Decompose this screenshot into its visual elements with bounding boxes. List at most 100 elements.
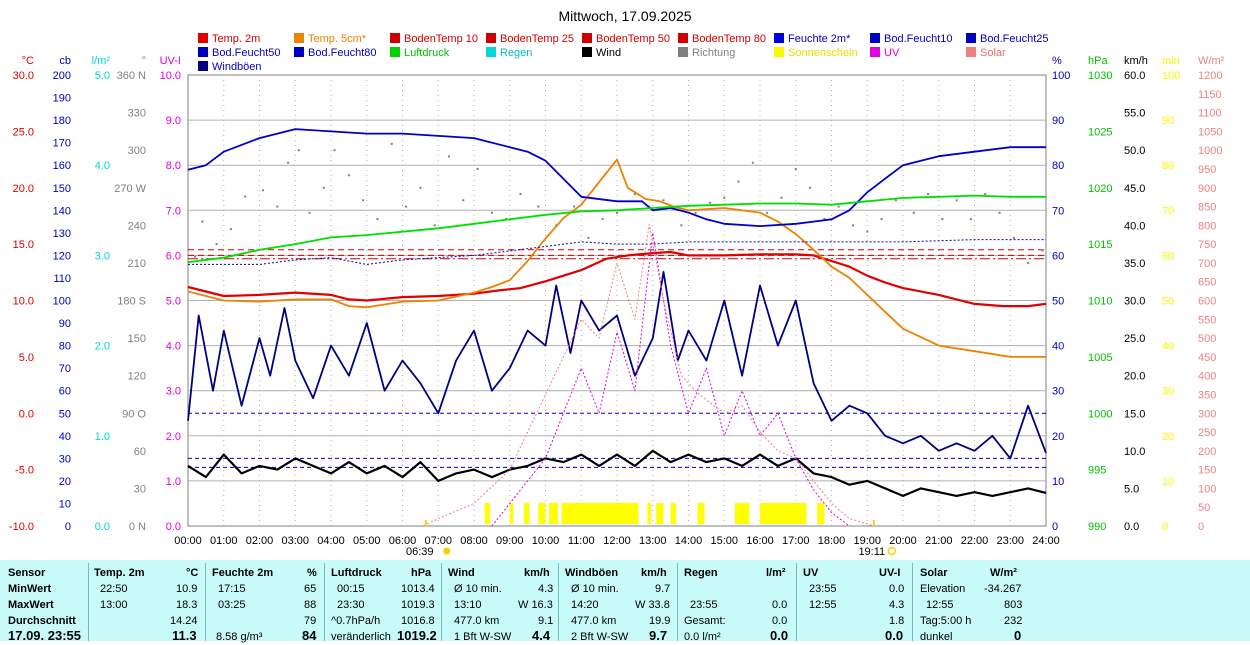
x-tick-label: 18:00 — [818, 535, 846, 547]
x-tick-label: 07:00 — [424, 535, 452, 547]
legend-swatch — [390, 47, 400, 57]
hum-axis-tick: 30 — [1052, 386, 1064, 398]
hum-axis-tick: 40 — [1052, 341, 1064, 353]
x-tick-label: 24:00 — [1032, 535, 1060, 547]
wind-direction-point — [837, 205, 840, 208]
legend-swatch — [678, 47, 688, 57]
legend-label: Regen — [500, 47, 532, 59]
press-axis-tick: 1015 — [1088, 239, 1112, 251]
temp-axis-tick: -5.0 — [15, 465, 34, 477]
cb-axis-tick: 20 — [59, 476, 71, 488]
solar-elevation: -34.267 — [984, 583, 1022, 595]
x-tick-label: 09:00 — [496, 535, 524, 547]
temp-axis-tick: 20.0 — [13, 183, 34, 195]
wind-direction-point — [880, 218, 883, 221]
solar-axis-tick: 650 — [1198, 277, 1216, 289]
hum-axis-tick: 100 — [1052, 70, 1070, 82]
plot-area — [187, 128, 1047, 527]
legend-swatch — [198, 47, 208, 57]
solar-axis-tick: 700 — [1198, 258, 1216, 270]
wind-direction-point — [984, 193, 987, 196]
solar-axis-tick: 150 — [1198, 465, 1216, 477]
row-label-max: MaxWert — [8, 599, 54, 611]
uv-axis-tick: 8.0 — [166, 160, 181, 172]
gust-min-label: Ø 10 min. — [571, 583, 619, 595]
hum-axis-tick: 50 — [1052, 296, 1064, 308]
axes: °C 30.0 25.0 20.0 15.0 10.0 5.0 0.0 -5.0 -10.0 cb 2… — [9, 55, 1225, 533]
temp-min: 10.9 — [176, 583, 198, 595]
rain-total-label: Gesamt: — [684, 615, 726, 627]
hum-unit: % — [307, 567, 317, 579]
x-axis: 00:00 01:00 02:00 03:00 04:00 05:00 06:00 07:00… — [174, 520, 1060, 558]
x-tick-label: 21:00 — [925, 535, 953, 547]
wind-direction-point — [419, 186, 422, 189]
series-feuchte-2m- — [187, 128, 1046, 228]
solar-axis-tick: 950 — [1198, 164, 1216, 176]
legend-swatch — [966, 33, 976, 43]
dir-axis-tick: 360 N — [117, 70, 146, 82]
legend-label: Wind — [596, 47, 621, 59]
uv-avg: 1.8 — [889, 615, 905, 627]
solar-axis-tick: 400 — [1198, 371, 1216, 383]
legend-swatch — [678, 33, 688, 43]
legend-label: BodenTemp 10 — [404, 33, 478, 45]
uv-axis-tick: 0.0 — [166, 521, 181, 533]
uv-axis-tick: 2.0 — [166, 431, 181, 443]
press-min-time: 00:15 — [337, 583, 365, 595]
solar-axis-tick: 800 — [1198, 220, 1216, 232]
wind-direction-point — [333, 149, 336, 152]
legend-label: Solar — [980, 47, 1006, 59]
hum-axis-tick: 70 — [1052, 205, 1064, 217]
legend-label: Bod.Feucht50 — [212, 47, 281, 59]
x-tick-label: 02:00 — [246, 535, 274, 547]
solar-axis-tick: 300 — [1198, 408, 1216, 420]
rain-max-time: 23:55 — [690, 599, 718, 611]
uv-axis-unit: UV-I — [160, 55, 181, 67]
cb-axis-tick: 160 — [53, 160, 71, 172]
wind-direction-point — [405, 205, 408, 208]
solar-axis-tick: 1200 — [1198, 70, 1222, 82]
legend-label: Luftdruck — [404, 47, 450, 59]
wind-axis-tick: 40.0 — [1124, 220, 1145, 232]
dir-axis-tick: 240 — [128, 220, 146, 232]
solar-axis-tick: 1150 — [1198, 89, 1222, 101]
press-current: 1019.2 — [397, 628, 437, 643]
temp-axis-tick: 15.0 — [13, 239, 34, 251]
legend-label: Temp. 2m — [212, 33, 260, 45]
wind-axis-tick: 50.0 — [1124, 145, 1145, 157]
legend-swatch — [294, 47, 304, 57]
wind-avg: 9.1 — [538, 615, 554, 627]
hum-axis-tick: 20 — [1052, 431, 1064, 443]
hum-min: 65 — [304, 583, 317, 595]
uv-max: 4.3 — [889, 599, 905, 611]
uv-max-time: 12:55 — [809, 599, 837, 611]
legend-label: Bod.Feucht80 — [308, 47, 377, 59]
dir-axis-tick: 0 N — [129, 521, 146, 533]
min-axis-tick: 90 — [1162, 115, 1174, 127]
gust-max-time: 14:20 — [571, 599, 599, 611]
min-axis-unit: min — [1162, 55, 1180, 67]
legend-label: BodenTemp 80 — [692, 33, 766, 45]
legend-label: BodenTemp 50 — [596, 33, 670, 45]
rain-today: 0.0 l/m² — [684, 631, 721, 643]
wind-axis-tick: 10.0 — [1124, 446, 1145, 458]
gust-min: 9.7 — [655, 583, 671, 595]
press-unit: hPa — [411, 567, 432, 579]
hum-abs: 8.58 g/m³ — [216, 631, 263, 643]
gust-title: Windböen — [565, 567, 619, 579]
press-forecast: veränderlich — [331, 631, 391, 643]
solar-title: Solar — [920, 567, 948, 579]
rain-axis-unit: l/m² — [92, 55, 111, 67]
x-tick-label: 10:00 — [532, 535, 560, 547]
x-tick-label: 16:00 — [746, 535, 774, 547]
sunshine-bar — [509, 503, 514, 524]
wind-max: W 16.3 — [518, 599, 553, 611]
temp-axis-tick: 10.0 — [13, 296, 34, 308]
x-tick-label: 19:00 — [853, 535, 881, 547]
cb-axis-tick: 90 — [59, 318, 71, 330]
series-temp-2m — [187, 250, 1047, 308]
cb-axis-tick: 190 — [53, 93, 71, 105]
wind-direction-point — [262, 189, 265, 192]
wind-direction-point — [573, 205, 576, 208]
solar-axis-tick: 550 — [1198, 314, 1216, 326]
